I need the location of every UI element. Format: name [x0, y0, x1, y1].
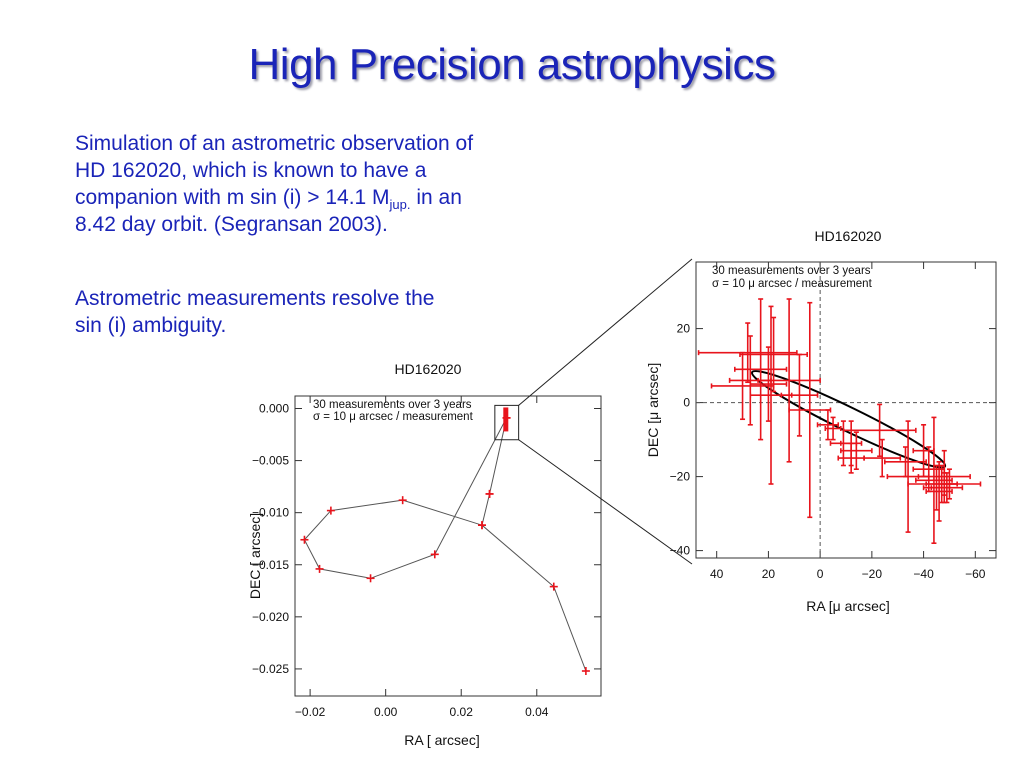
- data-point: [430, 550, 439, 559]
- x-axis-label: RA [ arcsec]: [404, 732, 479, 748]
- data-point-errorbar: [733, 298, 788, 441]
- data-point-errorbar: [739, 316, 809, 393]
- mass-text: companion with m sin (i) > 14.1 M: [75, 186, 390, 209]
- data-point: [549, 582, 558, 591]
- slide-title: High Precision astrophysics: [248, 40, 776, 89]
- x-axis-label: RA [μ arcsec]: [806, 598, 890, 614]
- x-tick-label: 0: [817, 567, 824, 581]
- plot-frame: [695, 261, 997, 559]
- annotation-text: 30 measurements over 3 years: [712, 265, 871, 277]
- data-point: [315, 564, 324, 573]
- x-tick-label: −20: [862, 567, 883, 581]
- y-tick-label: 0: [683, 396, 690, 410]
- data-point: [366, 574, 375, 583]
- plot-frame: [294, 395, 602, 697]
- chart-title: HD162020: [395, 361, 462, 377]
- conclusion-line: Astrometric measurements resolve the: [75, 287, 435, 310]
- data-point-errorbar: [749, 346, 788, 422]
- data-point-errorbar: [816, 409, 840, 441]
- measurement-cluster: [503, 407, 509, 432]
- data-point: [478, 521, 486, 530]
- x-tick-label: −0.02: [295, 705, 326, 719]
- x-tick-label: −60: [965, 567, 986, 581]
- data-point-errorbar: [863, 438, 902, 478]
- data-point-errorbar: [925, 461, 953, 522]
- y-tick-label: −40: [670, 544, 691, 558]
- y-axis-label: DEC [μ arcsec]: [645, 363, 661, 457]
- annotation-text: 30 measurements over 3 years: [313, 399, 472, 411]
- conclusion-paragraph: Astrometric measurements resolve the sin…: [75, 285, 495, 339]
- data-point-errorbar: [824, 416, 842, 441]
- data-point-errorbar: [780, 353, 819, 437]
- description-line: HD 162020, which is known to have a: [75, 159, 427, 182]
- data-point-errorbar: [907, 472, 982, 496]
- x-tick-label: 0.02: [450, 705, 474, 719]
- x-tick-label: 40: [710, 567, 724, 581]
- zoom-box: [494, 404, 520, 441]
- data-point-errorbar: [837, 442, 865, 474]
- x-tick-label: 0.04: [525, 705, 549, 719]
- y-tick-label: −0.025: [252, 662, 289, 676]
- data-point: [398, 496, 407, 505]
- description-line: Simulation of an astrometric observation…: [75, 132, 474, 155]
- description-paragraph: Simulation of an astrometric observation…: [75, 130, 545, 238]
- mass-subscript: jup.: [389, 197, 411, 212]
- annotation-text: σ = 10 μ arcsec / measurement: [712, 278, 873, 290]
- data-point-errorbar: [788, 301, 832, 519]
- description-line: companion with m sin (i) > 14.1 Mjup. in…: [75, 184, 545, 211]
- y-tick-label: −0.015: [252, 558, 289, 572]
- y-tick-label: −0.010: [252, 506, 289, 520]
- x-tick-label: −40: [913, 567, 934, 581]
- data-point-errorbar: [842, 403, 917, 458]
- data-point-errorbar: [710, 351, 775, 421]
- annotation-text: σ = 10 μ arcsec / measurement: [313, 411, 474, 423]
- mass-text-end: in an: [410, 186, 462, 209]
- data-point-errorbar: [757, 298, 821, 463]
- data-point: [326, 506, 335, 515]
- x-tick-label: 0.00: [374, 705, 398, 719]
- y-tick-label: 0.000: [259, 402, 289, 416]
- y-axis-label: DEC [ arcsec]: [247, 513, 263, 599]
- y-tick-label: −0.005: [252, 454, 289, 468]
- y-tick-label: −20: [670, 470, 691, 484]
- data-point: [300, 535, 309, 544]
- y-tick-label: −0.020: [252, 610, 289, 624]
- data-point: [485, 489, 494, 498]
- x-tick-label: 20: [762, 567, 776, 581]
- description-line: 8.42 day orbit. (Segransan 2003).: [75, 213, 388, 236]
- conclusion-line: sin (i) ambiguity.: [75, 314, 227, 337]
- data-point: [581, 667, 590, 675]
- orbit-ellipse: [750, 370, 947, 469]
- data-point-errorbar: [915, 416, 953, 545]
- orbit-path-line: [303, 417, 587, 672]
- data-point-errorbar: [697, 322, 798, 384]
- right-zoom-chart: 40 20 0 −20 −40 −60 20 0 −20 −40 HD162020 RA [μ arc…: [645, 228, 997, 614]
- data-point-errorbar: [840, 431, 873, 470]
- y-tick-label: 20: [677, 322, 691, 336]
- left-astrometry-chart: −0.02 0.00 0.02 0.04 0.000 −0.005 −0.010 −0.015…: [247, 361, 602, 748]
- chart-title: HD162020: [815, 228, 882, 244]
